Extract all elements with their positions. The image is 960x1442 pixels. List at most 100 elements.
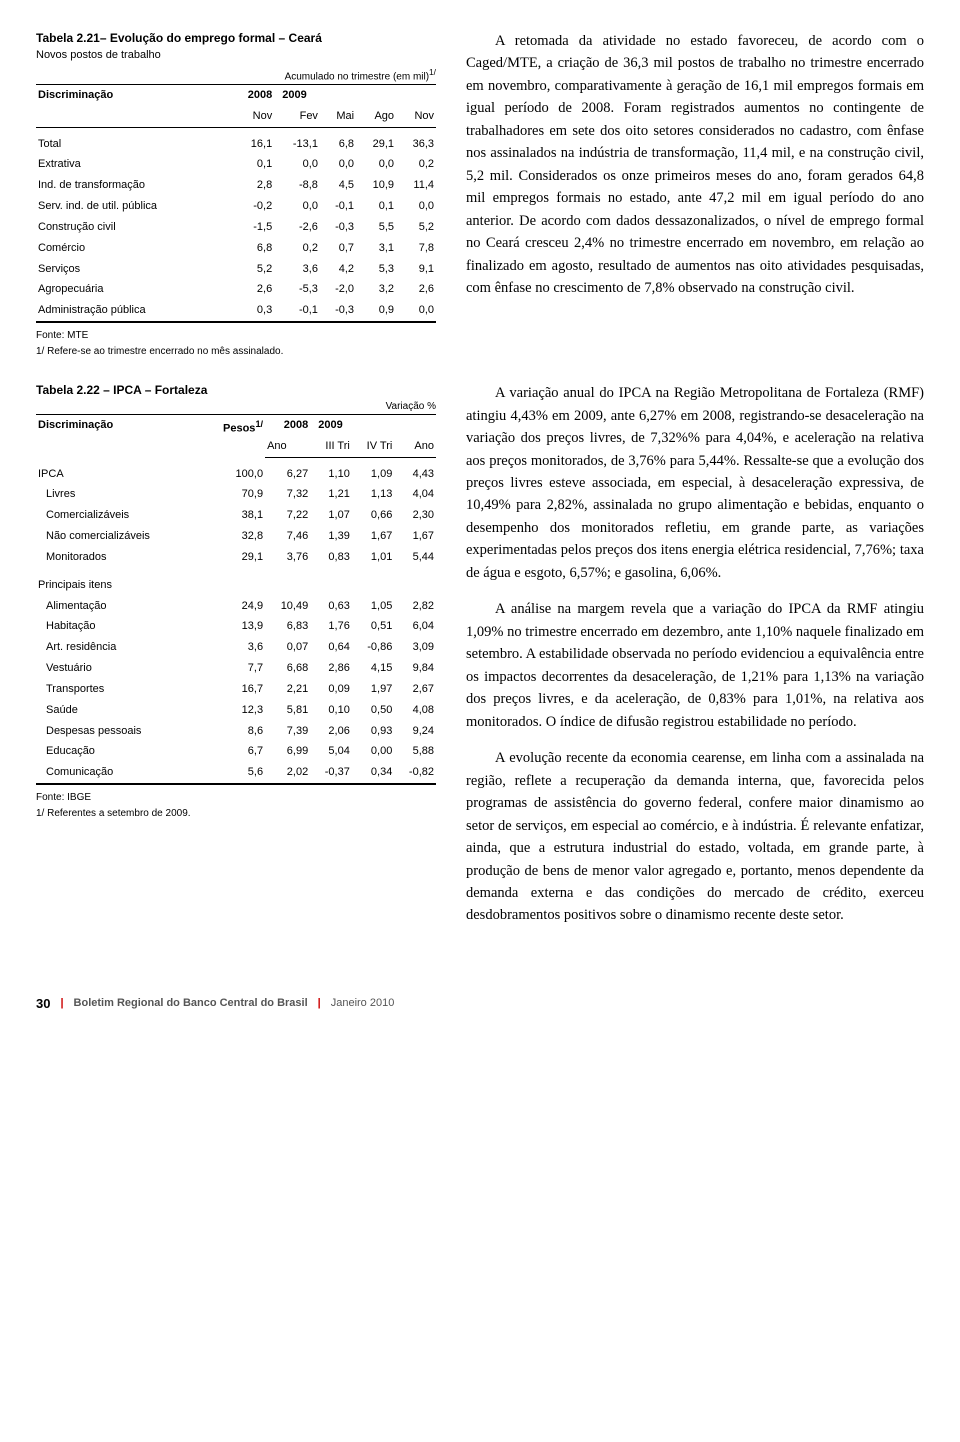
cell: 2,6 (229, 279, 274, 300)
cell: 1,07 (310, 505, 352, 526)
cell: -0,37 (310, 762, 352, 784)
cell: 5,2 (229, 259, 274, 280)
cell: 3,76 (265, 547, 310, 568)
cell: -13,1 (274, 134, 320, 155)
table-row: Comercializáveis38,17,221,070,662,30 (36, 505, 436, 526)
col-2009: 2009 (274, 84, 436, 105)
cell: 7,39 (265, 721, 310, 742)
row-label: Agropecuária (36, 279, 229, 300)
cell: -0,3 (320, 217, 356, 238)
cell: 6,27 (265, 464, 310, 485)
cell: -0,86 (352, 637, 394, 658)
table2-footnote: 1/ Referentes a setembro de 2009. (36, 807, 436, 821)
cell: 2,82 (394, 596, 436, 617)
row-label: Serv. ind. de util. pública (36, 196, 229, 217)
cell: 3,6 (274, 259, 320, 280)
cell: 0,0 (274, 154, 320, 175)
cell: -8,8 (274, 175, 320, 196)
cell: 7,32 (265, 484, 310, 505)
row-label: Comercializáveis (36, 505, 202, 526)
cell: 1,09 (352, 464, 394, 485)
cell: 1,67 (352, 526, 394, 547)
row-label: Monitorados (36, 547, 202, 568)
sub-ago: Ago (356, 106, 396, 127)
cell: 2,8 (229, 175, 274, 196)
table-row: Administração pública0,3-0,1-0,30,90,0 (36, 300, 436, 322)
cell: 6,7 (202, 741, 265, 762)
cell: 9,84 (394, 658, 436, 679)
cell: 9,24 (394, 721, 436, 742)
table-row: Vestuário7,76,682,864,159,84 (36, 658, 436, 679)
cell: 0,0 (396, 196, 436, 217)
table-row: Educação6,76,995,040,005,88 (36, 741, 436, 762)
table1-unit-text: Acumulado no trimestre (em mil) (285, 71, 429, 82)
cell: 1,39 (310, 526, 352, 547)
table-row: Transportes16,72,210,091,972,67 (36, 679, 436, 700)
cell: -0,82 (394, 762, 436, 784)
row-label: Livres (36, 484, 202, 505)
cell: 0,2 (274, 238, 320, 259)
cell: 13,9 (202, 616, 265, 637)
table-row: Monitorados29,13,760,831,015,44 (36, 547, 436, 568)
table1-unit: Acumulado no trimestre (em mil)1/ (36, 67, 436, 84)
cell: 1,97 (352, 679, 394, 700)
cell: 24,9 (202, 596, 265, 617)
cell: 0,09 (310, 679, 352, 700)
table1-unit-sup: 1/ (429, 67, 436, 77)
table-row: Despesas pessoais8,67,392,060,939,24 (36, 721, 436, 742)
cell: 100,0 (202, 464, 265, 485)
table1: Discriminação 2008 2009 Nov Fev Mai Ago … (36, 84, 436, 323)
cell: 10,49 (265, 596, 310, 617)
cell: 7,8 (396, 238, 436, 259)
cell: -0,1 (320, 196, 356, 217)
cell: 0,10 (310, 700, 352, 721)
cell: 0,83 (310, 547, 352, 568)
cell: -2,0 (320, 279, 356, 300)
table2-unit: Variação % (36, 400, 436, 414)
cell: 36,3 (396, 134, 436, 155)
table-row: Extrativa0,10,00,00,00,2 (36, 154, 436, 175)
cell: 2,06 (310, 721, 352, 742)
cell: 4,04 (394, 484, 436, 505)
cell: 5,2 (396, 217, 436, 238)
sub-ano2: Ano (394, 436, 436, 457)
cell: 5,44 (394, 547, 436, 568)
col-discrim: Discriminação (36, 84, 229, 105)
table-row: Comunicação5,62,02-0,370,34-0,82 (36, 762, 436, 784)
cell: 4,43 (394, 464, 436, 485)
row-label: Extrativa (36, 154, 229, 175)
para-1: A retomada da atividade no estado favore… (466, 30, 924, 300)
row-label: Ind. de transformação (36, 175, 229, 196)
cell: 0,00 (352, 741, 394, 762)
row-label: Total (36, 134, 229, 155)
cell: 2,02 (265, 762, 310, 784)
row-label: Comércio (36, 238, 229, 259)
row-label: Art. residência (36, 637, 202, 658)
table2-title: Tabela 2.22 – IPCA – Fortaleza (36, 382, 436, 398)
sub-fev: Fev (274, 106, 320, 127)
cell: 0,0 (320, 154, 356, 175)
row-label: Serviços (36, 259, 229, 280)
table2: Discriminação Pesos1/ 2008 2009 Ano III … (36, 414, 436, 785)
cell: 70,9 (202, 484, 265, 505)
footer-sep: | (60, 996, 63, 1011)
text-col-1: A retomada da atividade no estado favore… (466, 30, 924, 358)
block-2: Tabela 2.22 – IPCA – Fortaleza Variação … (36, 382, 924, 941)
row-label: Habitação (36, 616, 202, 637)
cell: 38,1 (202, 505, 265, 526)
sub-3tri: III Tri (310, 436, 352, 457)
cell: 6,99 (265, 741, 310, 762)
row-label: Construção civil (36, 217, 229, 238)
cell: 10,9 (356, 175, 396, 196)
cell: 7,7 (202, 658, 265, 679)
col-discrim2: Discriminação (36, 414, 202, 457)
col-pesos: Pesos1/ (202, 414, 265, 457)
footer-sep2: | (318, 996, 321, 1011)
cell: 5,3 (356, 259, 396, 280)
cell: 0,64 (310, 637, 352, 658)
cell: 8,6 (202, 721, 265, 742)
table-row: IPCA100,06,271,101,094,43 (36, 464, 436, 485)
cell: 5,04 (310, 741, 352, 762)
table-row: Não comercializáveis32,87,461,391,671,67 (36, 526, 436, 547)
table1-source: Fonte: MTE (36, 329, 436, 343)
